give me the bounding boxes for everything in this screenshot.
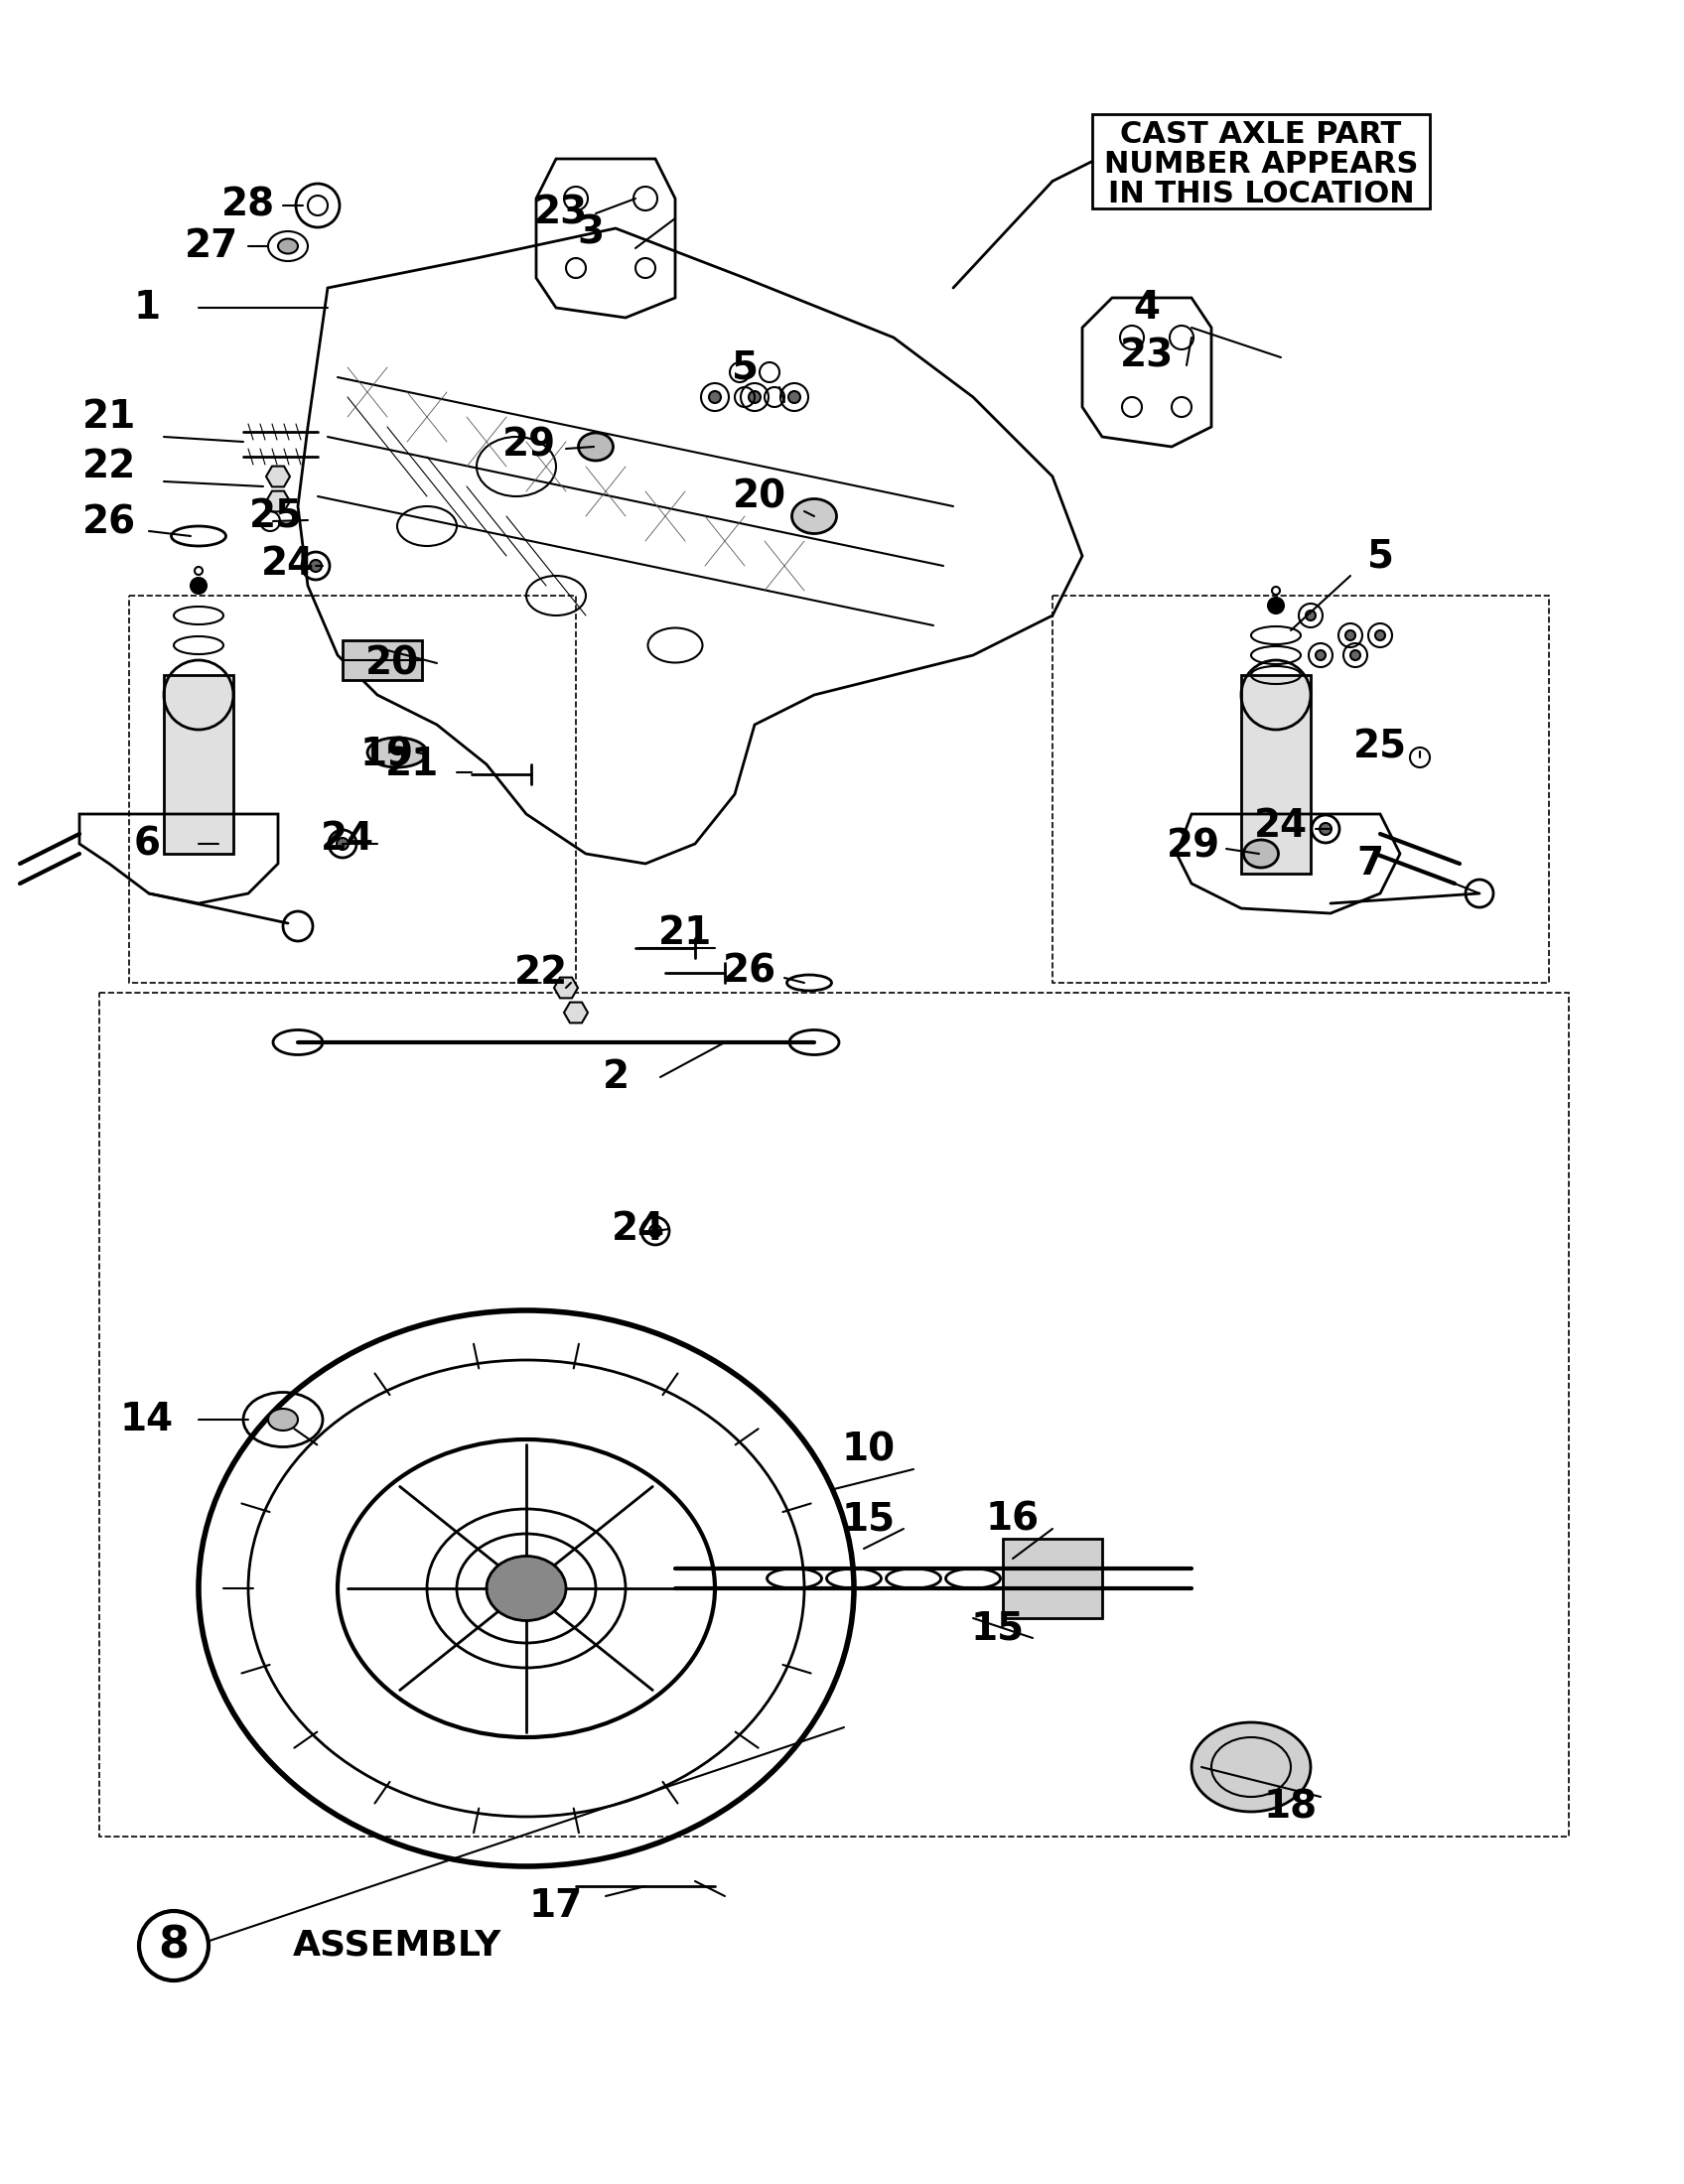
Text: 29: 29 bbox=[1167, 828, 1221, 865]
Polygon shape bbox=[266, 491, 290, 511]
Polygon shape bbox=[554, 978, 578, 998]
Text: 21: 21 bbox=[658, 915, 712, 952]
Circle shape bbox=[337, 839, 349, 850]
Text: 21: 21 bbox=[83, 397, 136, 437]
Ellipse shape bbox=[268, 1409, 298, 1431]
Text: 20: 20 bbox=[733, 478, 786, 515]
Text: 3: 3 bbox=[578, 214, 605, 251]
Text: 24: 24 bbox=[261, 546, 315, 583]
Text: 24: 24 bbox=[1255, 808, 1308, 845]
Text: 4: 4 bbox=[1133, 288, 1160, 328]
Text: 10: 10 bbox=[842, 1431, 896, 1468]
Text: 6: 6 bbox=[133, 826, 160, 863]
Circle shape bbox=[709, 391, 721, 404]
Text: 24: 24 bbox=[320, 819, 374, 858]
Circle shape bbox=[1376, 631, 1386, 640]
Circle shape bbox=[749, 391, 761, 404]
Text: 2: 2 bbox=[603, 1059, 630, 1096]
Text: 15: 15 bbox=[972, 1610, 1026, 1647]
Text: ASSEMBLY: ASSEMBLY bbox=[293, 1928, 502, 1963]
Text: 26: 26 bbox=[722, 952, 776, 989]
Bar bbox=[1004, 1540, 1101, 1618]
Circle shape bbox=[788, 391, 800, 404]
Text: 29: 29 bbox=[502, 426, 556, 463]
Text: 23: 23 bbox=[534, 194, 588, 232]
Text: 5: 5 bbox=[731, 349, 758, 387]
Text: 5: 5 bbox=[1367, 537, 1394, 574]
Text: 23: 23 bbox=[1120, 336, 1174, 373]
Text: 22: 22 bbox=[514, 954, 568, 992]
Circle shape bbox=[1346, 631, 1356, 640]
Circle shape bbox=[1268, 598, 1283, 614]
Circle shape bbox=[1305, 612, 1315, 620]
Text: 27: 27 bbox=[185, 227, 239, 264]
Ellipse shape bbox=[1244, 841, 1278, 867]
Polygon shape bbox=[564, 1002, 588, 1022]
Bar bbox=[1241, 675, 1310, 874]
Ellipse shape bbox=[367, 738, 428, 767]
Bar bbox=[1093, 114, 1430, 207]
Text: 16: 16 bbox=[985, 1500, 1039, 1538]
Text: 19: 19 bbox=[360, 736, 414, 773]
Text: 24: 24 bbox=[611, 1210, 665, 1247]
Text: 1: 1 bbox=[133, 288, 160, 328]
Text: 26: 26 bbox=[83, 505, 136, 542]
Text: 15: 15 bbox=[842, 1500, 896, 1538]
Circle shape bbox=[1351, 651, 1361, 660]
Circle shape bbox=[1320, 823, 1332, 834]
Text: 17: 17 bbox=[529, 1887, 583, 1924]
Circle shape bbox=[650, 1225, 662, 1236]
Text: CAST AXLE PART: CAST AXLE PART bbox=[1120, 120, 1401, 149]
Ellipse shape bbox=[1192, 1723, 1310, 1813]
Text: 7: 7 bbox=[1357, 845, 1384, 882]
Circle shape bbox=[1315, 651, 1325, 660]
Bar bbox=[163, 675, 234, 854]
Text: IN THIS LOCATION: IN THIS LOCATION bbox=[1108, 179, 1415, 207]
Ellipse shape bbox=[791, 498, 837, 533]
Text: 22: 22 bbox=[83, 448, 136, 485]
Text: 25: 25 bbox=[1354, 729, 1408, 767]
Text: 18: 18 bbox=[1265, 1789, 1317, 1826]
Polygon shape bbox=[266, 465, 290, 487]
Text: 25: 25 bbox=[249, 498, 303, 535]
Bar bbox=[342, 640, 423, 679]
Text: 14: 14 bbox=[120, 1400, 173, 1439]
Text: NUMBER APPEARS: NUMBER APPEARS bbox=[1105, 149, 1418, 179]
Ellipse shape bbox=[278, 238, 298, 253]
Text: 8: 8 bbox=[158, 1924, 189, 1968]
Ellipse shape bbox=[578, 432, 613, 461]
Text: 20: 20 bbox=[365, 644, 419, 681]
Ellipse shape bbox=[487, 1555, 566, 1621]
Circle shape bbox=[190, 579, 207, 594]
Circle shape bbox=[310, 559, 322, 572]
Text: 21: 21 bbox=[386, 745, 440, 784]
Text: 28: 28 bbox=[221, 186, 274, 225]
